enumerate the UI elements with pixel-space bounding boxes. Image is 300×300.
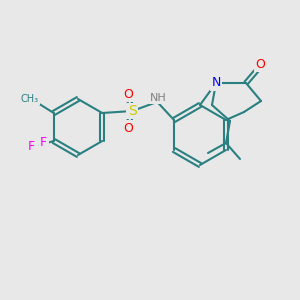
Text: O: O <box>255 58 265 70</box>
Text: CH₃: CH₃ <box>21 94 39 104</box>
Text: O: O <box>123 122 133 134</box>
Text: N: N <box>211 76 221 89</box>
Text: F: F <box>28 140 35 154</box>
Text: NH: NH <box>150 93 166 103</box>
Text: S: S <box>128 104 136 118</box>
Text: F: F <box>40 136 47 149</box>
Text: O: O <box>123 88 133 100</box>
